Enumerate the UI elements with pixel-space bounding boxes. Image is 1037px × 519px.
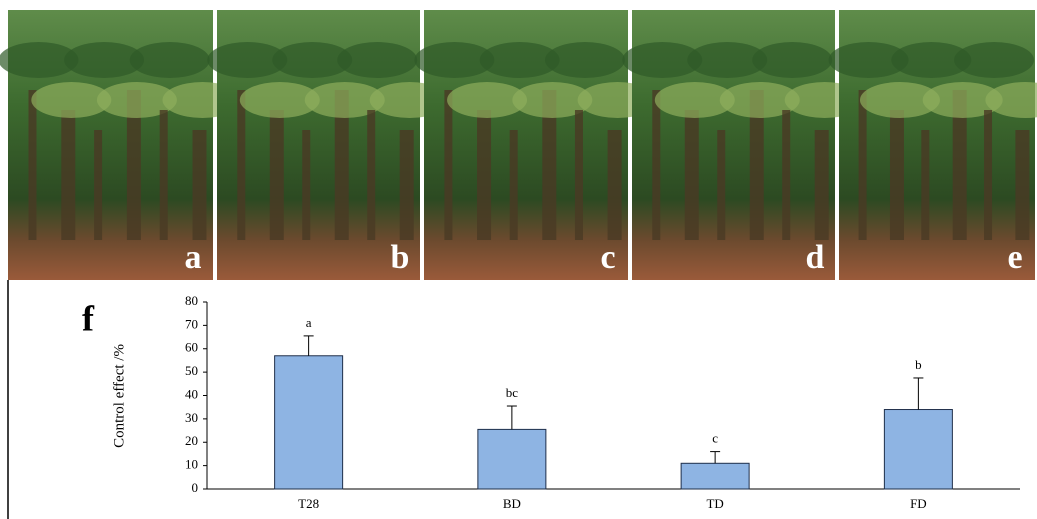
photo-trunk xyxy=(510,130,518,240)
photo-leaf xyxy=(545,42,625,78)
x-tick-label: TD xyxy=(706,496,723,511)
y-tick-label: 20 xyxy=(185,433,198,448)
photo-trunk xyxy=(782,110,790,240)
photo-trunk xyxy=(1015,130,1029,240)
y-tick-label: 70 xyxy=(185,316,198,331)
significance-label: c xyxy=(712,431,718,446)
photo-trunk xyxy=(815,130,829,240)
panel-label: f xyxy=(82,298,95,338)
photo-trunk xyxy=(608,130,622,240)
figure: f Control effect /% abcde010203040506070… xyxy=(0,0,1037,519)
photo-leaf xyxy=(130,42,210,78)
photo-label: b xyxy=(391,239,410,276)
error-bar xyxy=(507,406,517,429)
y-tick-label: 40 xyxy=(185,386,198,401)
photo-trunk xyxy=(302,130,310,240)
photo-leaf xyxy=(954,42,1034,78)
y-axis-label: Control effect /% xyxy=(111,344,127,448)
photo-trunk xyxy=(984,110,992,240)
error-bar xyxy=(913,378,923,410)
photo-trunk xyxy=(94,130,102,240)
photo-trunk xyxy=(400,130,414,240)
y-tick-label: 80 xyxy=(185,293,198,308)
photo-trunk xyxy=(859,90,867,240)
photo-trunk xyxy=(193,130,207,240)
y-tick-label: 60 xyxy=(185,340,198,355)
y-tick-label: 10 xyxy=(185,457,198,472)
photo-trunk xyxy=(237,90,245,240)
bar xyxy=(884,410,952,489)
bar xyxy=(478,429,546,489)
photo-trunk xyxy=(444,90,452,240)
error-bar xyxy=(304,336,314,356)
photo-trunk xyxy=(477,110,491,240)
photo-trunk xyxy=(890,110,904,240)
error-bar xyxy=(710,452,720,464)
photo-label: a xyxy=(185,239,202,276)
photo-trunk xyxy=(29,90,37,240)
photo-trunk xyxy=(652,90,660,240)
photo-trunk xyxy=(717,130,725,240)
x-tick-label: T28 xyxy=(298,496,319,511)
photo-leaf xyxy=(752,42,832,78)
y-tick-label: 30 xyxy=(185,410,198,425)
bar xyxy=(275,356,343,489)
photo-label: c xyxy=(600,239,615,276)
photo-trunk xyxy=(921,130,929,240)
y-tick-label: 50 xyxy=(185,363,198,378)
photo-leaf xyxy=(337,42,417,78)
x-tick-label: FD xyxy=(910,496,927,511)
bar xyxy=(681,463,749,489)
significance-label: b xyxy=(915,357,922,372)
photo-trunk xyxy=(270,110,284,240)
significance-label: bc xyxy=(506,385,519,400)
photo-label: e xyxy=(1007,239,1022,276)
photo-trunk xyxy=(685,110,699,240)
x-tick-label: BD xyxy=(503,496,521,511)
significance-label: a xyxy=(306,315,312,330)
photo-trunk xyxy=(575,110,583,240)
y-tick-label: 0 xyxy=(192,480,199,495)
photo-trunk xyxy=(61,110,75,240)
photo-label: d xyxy=(806,239,825,276)
photo-trunk xyxy=(160,110,168,240)
photo-trunk xyxy=(367,110,375,240)
